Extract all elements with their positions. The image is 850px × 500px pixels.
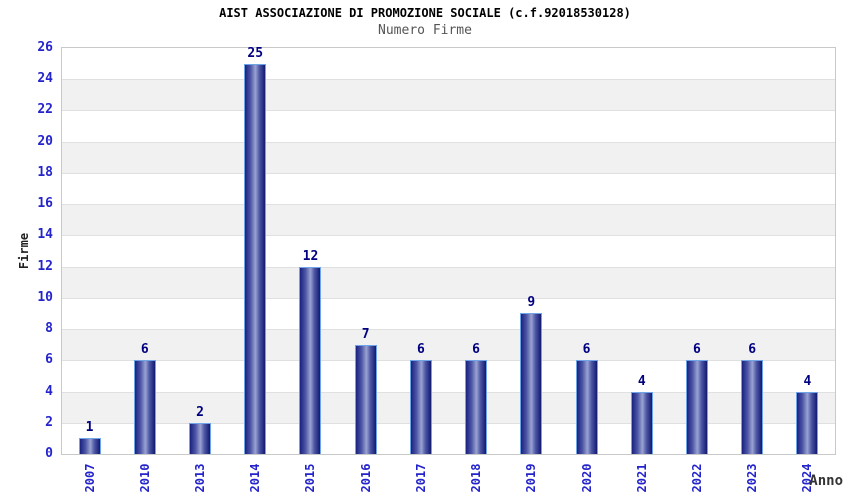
bar-value-label: 7 [361, 326, 370, 342]
bar [189, 422, 212, 454]
bar-value-label: 2 [196, 404, 204, 420]
plot-area [61, 47, 836, 455]
bar [465, 360, 488, 454]
y-tick-label: 14 [37, 227, 53, 243]
x-axis-title: Anno [809, 473, 843, 489]
x-tick-label: 2017 [413, 463, 428, 493]
plot-band [62, 172, 835, 205]
plot-band [62, 297, 835, 330]
bar [685, 360, 708, 454]
x-tick-label: 2016 [358, 463, 373, 493]
x-tick-label: 2013 [193, 463, 208, 493]
y-tick-label: 18 [37, 164, 53, 180]
plot-band [62, 422, 835, 454]
bar-value-label: 6 [748, 342, 757, 358]
bar [630, 391, 653, 454]
y-tick-label: 8 [45, 321, 53, 337]
y-tick-label: 4 [45, 383, 53, 399]
bar [796, 391, 819, 454]
bar [409, 360, 432, 454]
bar [78, 438, 101, 454]
y-tick-label: 26 [37, 40, 53, 55]
y-tick-label: 6 [45, 352, 53, 368]
y-tick-label: 22 [37, 102, 53, 118]
bar-value-label: 6 [140, 342, 149, 358]
bar [575, 360, 598, 454]
y-tick-label: 16 [37, 196, 53, 212]
y-tick-label: 20 [37, 133, 53, 149]
chart-title: AIST ASSOCIAZIONE DI PROMOZIONE SOCIALE … [219, 6, 631, 20]
bar-value-label: 6 [416, 342, 425, 358]
y-tick-label: 2 [45, 414, 53, 430]
bar-value-label: 1 [85, 420, 94, 436]
plot-band [62, 48, 835, 80]
x-tick-label: 2023 [745, 463, 760, 493]
chart-subtitle: Numero Firme [378, 23, 472, 38]
plot-band [62, 110, 835, 142]
y-tick-label: 10 [37, 289, 53, 305]
x-tick-label: 2021 [634, 463, 649, 493]
bar-value-label: 4 [803, 373, 812, 389]
bar [244, 63, 267, 454]
plot-band [62, 204, 835, 236]
bar [133, 360, 156, 454]
bar-value-label: 6 [582, 342, 591, 358]
y-tick-label: 0 [45, 446, 53, 461]
plot-band [62, 235, 835, 267]
bar-value-label: 9 [527, 295, 536, 311]
plot-band [62, 360, 835, 392]
bar [741, 360, 764, 454]
x-tick-label: 2010 [137, 463, 152, 493]
x-tick-label: 2014 [248, 463, 263, 493]
x-tick-label: 2007 [82, 463, 97, 493]
bar-value-label: 6 [472, 342, 480, 358]
plot-band [62, 329, 835, 361]
bar-value-label: 25 [247, 45, 264, 61]
bar-value-label: 4 [637, 373, 646, 389]
x-tick-label: 2015 [303, 463, 318, 493]
bar [520, 313, 543, 454]
bar [299, 266, 322, 454]
x-tick-label: 2019 [524, 463, 539, 493]
x-tick-label: 2018 [469, 463, 484, 493]
y-tick-label: 12 [37, 258, 53, 274]
plot-band [62, 141, 835, 173]
plot-band [62, 266, 835, 298]
x-tick-label: 2020 [579, 463, 594, 493]
plot-band [62, 79, 835, 111]
y-tick-label: 24 [37, 71, 53, 87]
x-tick-label: 2022 [689, 463, 704, 493]
bar-value-label: 6 [693, 342, 701, 358]
bar-value-label: 12 [302, 248, 319, 264]
bar [354, 344, 377, 454]
